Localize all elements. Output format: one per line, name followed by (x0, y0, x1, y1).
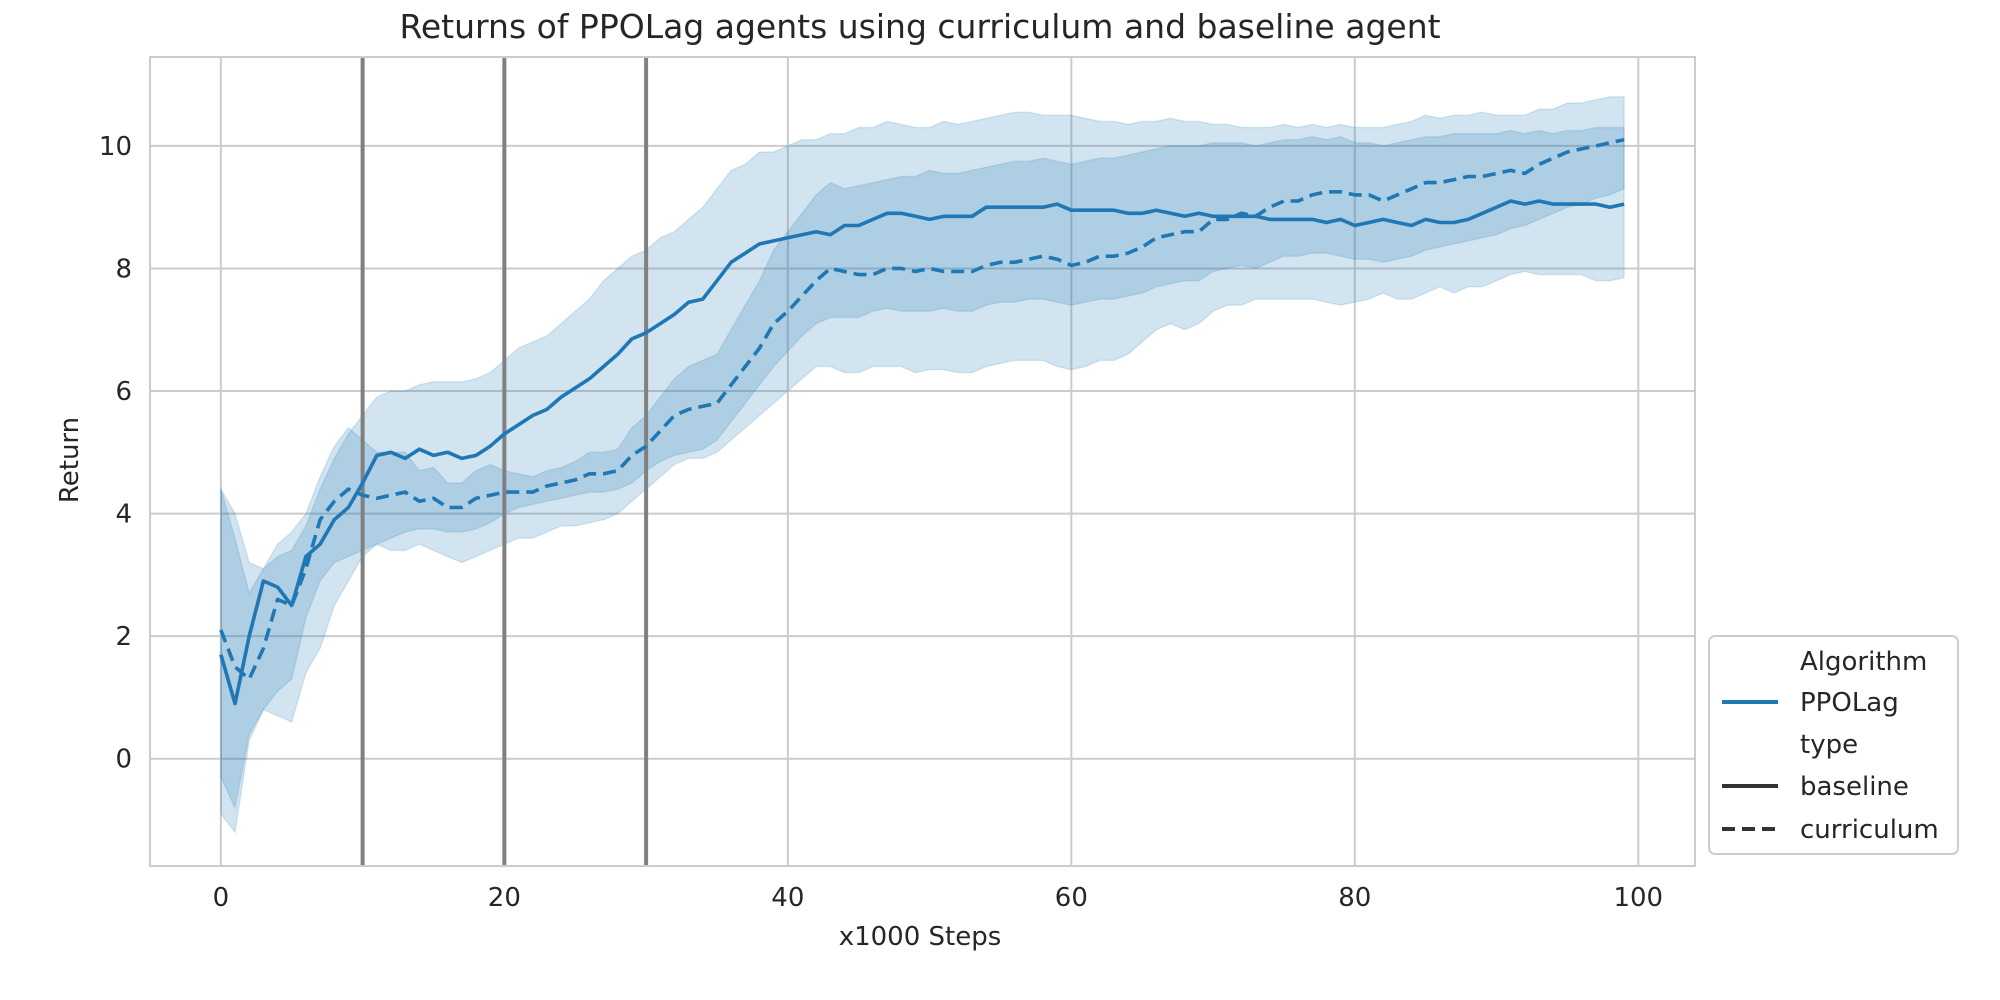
legend-entry-curriculum: curriculum (1800, 815, 1939, 845)
series-line-baseline (219, 199, 1625, 706)
series-line-curriculum (219, 137, 1625, 681)
y-tick-label: 10 (99, 132, 132, 162)
plot-frame (149, 56, 1696, 867)
y-tick-label: 6 (115, 377, 132, 407)
confidence-bands (220, 96, 1625, 835)
x-axis-label: x1000 Steps (839, 922, 1002, 952)
chart-title: Returns of PPOLag agents using curriculu… (399, 7, 1440, 46)
confidence-band-curriculum (220, 126, 1625, 811)
legend-entry-baseline: baseline (1800, 772, 1909, 802)
legend-box (1708, 635, 1959, 855)
legend-header-type: type (1800, 730, 1858, 760)
y-tick-label: 4 (115, 500, 132, 530)
x-tick-label: 20 (488, 883, 521, 913)
x-tick-label: 40 (771, 883, 804, 913)
legend-entry-ppolag: PPOLag (1800, 688, 1899, 718)
tick-labels: 0 20 40 60 80 100 0 2 4 6 8 10 (99, 132, 1663, 913)
series-lines (219, 137, 1625, 706)
x-tick-label: 100 (1613, 883, 1663, 913)
x-tick-label: 80 (1338, 883, 1371, 913)
y-tick-label: 0 (115, 745, 132, 775)
y-tick-label: 8 (115, 254, 132, 284)
y-tick-label: 2 (115, 622, 132, 652)
confidence-band-baseline (220, 96, 1625, 835)
x-tick-label: 60 (1055, 883, 1088, 913)
legend: Algorithm PPOLag type baseline curriculu… (1708, 635, 1959, 855)
y-axis-label: Return (55, 417, 85, 503)
x-tick-label: 0 (213, 883, 230, 913)
legend-header-algorithm: Algorithm (1800, 647, 1927, 677)
curriculum-stage-lines (360, 57, 649, 866)
